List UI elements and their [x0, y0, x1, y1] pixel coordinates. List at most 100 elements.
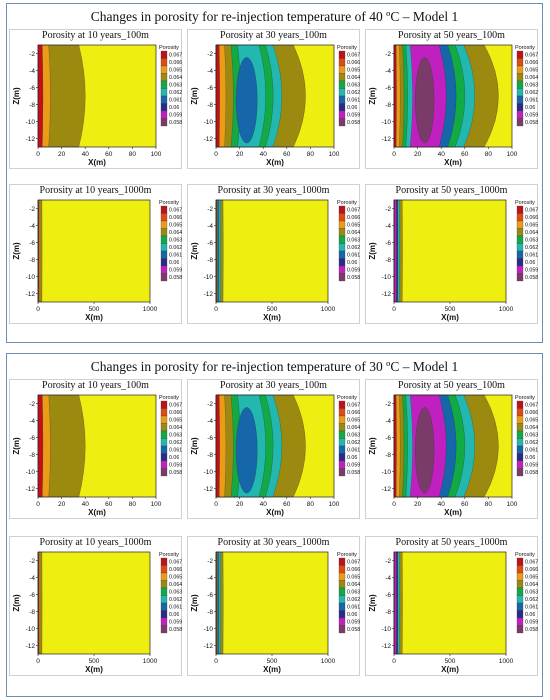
- colorbar-label: 0.059: [169, 113, 182, 119]
- colorbar-label: 0.06: [347, 260, 357, 266]
- x-tick-label: 500: [267, 306, 278, 313]
- x-tick-label: 500: [445, 306, 456, 313]
- colorbar-swatch: [160, 95, 168, 104]
- y-tick-label: -12: [382, 136, 392, 143]
- colorbar-label: 0.061: [347, 98, 360, 104]
- x-tick-label: 80: [485, 501, 493, 508]
- colorbar-label: 0.059: [525, 113, 538, 119]
- colorbar-swatch: [516, 213, 524, 222]
- colorbar-label: 0.059: [169, 463, 182, 469]
- porosity-core: [415, 57, 435, 144]
- colorbar-label: 0.063: [169, 238, 182, 244]
- colorbar-swatch: [338, 587, 346, 596]
- x-tick-label: 1000: [143, 306, 158, 313]
- colorbar-label: 0.06: [169, 105, 179, 111]
- colorbar-swatch: [338, 460, 346, 469]
- colorbar-swatch: [338, 95, 346, 104]
- colorbar-swatch: [516, 595, 524, 604]
- panel-title: Porosity at 50 years_100m: [398, 380, 505, 391]
- x-tick-label: 0: [36, 151, 40, 158]
- x-tick-label: 100: [507, 151, 518, 158]
- y-tick-label: -8: [385, 257, 391, 264]
- x-tick-label: 0: [392, 151, 396, 158]
- y-tick-label: -10: [382, 626, 392, 633]
- colorbar-label: 0.063: [347, 590, 360, 596]
- x-tick-label: 100: [151, 501, 162, 508]
- colorbar-swatch: [516, 587, 524, 596]
- y-tick-label: -2: [29, 558, 35, 565]
- colorbar-label: 0.058: [525, 120, 538, 126]
- colorbar-swatch: [160, 610, 168, 619]
- colorbar-swatch: [516, 430, 524, 439]
- colorbar-label: 0.059: [347, 620, 360, 626]
- colorbar-swatch: [516, 408, 524, 417]
- colorbar-swatch: [516, 460, 524, 469]
- colorbar-swatch: [516, 250, 524, 259]
- porosity-plot: -2 -4 -6 -8 -10 -12 0 20 40 60 80 100 X(m) Z(m) Porosi…: [368, 44, 538, 167]
- colorbar-label: 0.061: [525, 605, 538, 611]
- colorbar-label: 0.062: [347, 245, 360, 251]
- x-tick-label: 40: [438, 151, 446, 158]
- colorbar-label: 0.061: [347, 448, 360, 454]
- colorbar-swatch: [338, 430, 346, 439]
- y-tick-label: -2: [29, 206, 35, 213]
- plot-frame: [393, 394, 513, 498]
- x-axis-label: X(m): [266, 508, 284, 517]
- colorbar-label: 0.06: [169, 455, 179, 461]
- colorbar-label: 0.064: [169, 75, 182, 81]
- porosity-zone: [37, 44, 44, 148]
- porosity-zone: [215, 44, 220, 148]
- colorbar-label: 0.062: [169, 90, 182, 96]
- colorbar-swatch: [160, 453, 168, 462]
- y-tick-label: -10: [204, 274, 214, 281]
- colorbar-label: 0.058: [169, 275, 182, 281]
- y-tick-label: -6: [207, 435, 213, 442]
- colorbar-swatch: [516, 243, 524, 252]
- y-tick-label: -4: [29, 418, 35, 425]
- colorbar-label: 0.062: [525, 440, 538, 446]
- colorbar-swatch: [516, 438, 524, 447]
- colorbar-label: 0.065: [347, 575, 360, 581]
- porosity-zone: [37, 394, 44, 498]
- x-tick-label: 100: [329, 151, 340, 158]
- y-tick-label: -12: [204, 486, 214, 493]
- section-40c: Changes in porosity for re-injection tem…: [6, 3, 543, 343]
- colorbar-label: 0.066: [525, 567, 538, 573]
- y-tick-label: -4: [29, 575, 35, 582]
- colorbar-label: 0.066: [169, 60, 182, 66]
- x-tick-label: 20: [58, 151, 66, 158]
- colorbar-swatch: [338, 265, 346, 274]
- colorbar-label: 0.058: [169, 470, 182, 476]
- x-tick-label: 0: [36, 658, 40, 665]
- colorbar-label: 0.063: [169, 433, 182, 439]
- y-tick-label: -10: [204, 626, 214, 633]
- colorbar-swatch: [160, 415, 168, 424]
- colorbar-label: 0.065: [525, 223, 538, 229]
- x-tick-label: 500: [445, 658, 456, 665]
- colorbar-swatch: [160, 430, 168, 439]
- panel-10y-1000m: Porosity at 10 years_1000m -2 -4 -6 -8 -10 -1…: [9, 184, 182, 324]
- colorbar-label: 0.066: [347, 567, 360, 573]
- colorbar-title: Porosity: [515, 552, 535, 558]
- colorbar-swatch: [516, 445, 524, 454]
- colorbar-swatch: [338, 110, 346, 119]
- y-tick-label: -2: [385, 558, 391, 565]
- y-tick-label: -2: [207, 206, 213, 213]
- colorbar-title: Porosity: [159, 552, 179, 558]
- colorbar-title: Porosity: [159, 200, 179, 206]
- y-axis-label: Z(m): [190, 242, 199, 260]
- x-axis-label: X(m): [88, 508, 106, 517]
- y-tick-label: -10: [26, 626, 36, 633]
- colorbar-swatch: [160, 460, 168, 469]
- colorbar-label: 0.065: [169, 418, 182, 424]
- y-tick-label: -4: [207, 68, 213, 75]
- x-tick-label: 0: [36, 306, 40, 313]
- porosity-plot: -2 -4 -6 -8 -10 -12 0 500 1000 X(m) Z(m) Porosity 0.…: [12, 551, 182, 674]
- x-tick-label: 500: [89, 658, 100, 665]
- y-tick-label: -4: [385, 575, 391, 582]
- y-tick-label: -6: [29, 435, 35, 442]
- colorbar-swatch: [160, 400, 168, 409]
- y-tick-label: -10: [204, 469, 214, 476]
- colorbar-swatch: [338, 58, 346, 67]
- colorbar-label: 0.06: [169, 260, 179, 266]
